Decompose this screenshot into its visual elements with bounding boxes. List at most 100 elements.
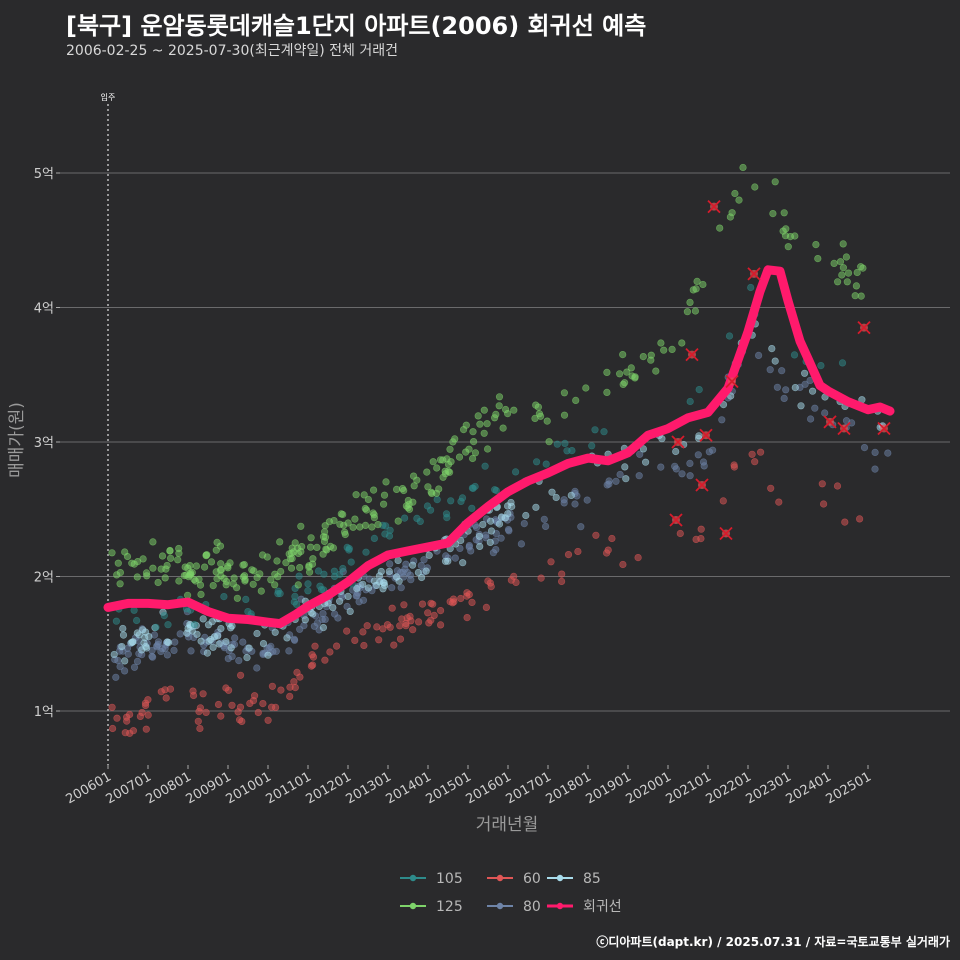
data-point-85 bbox=[532, 503, 540, 511]
data-point-85 bbox=[797, 402, 805, 410]
data-point-80 bbox=[456, 544, 464, 553]
data-point-60 bbox=[537, 574, 545, 582]
data-point-125 bbox=[212, 568, 220, 576]
data-point-80 bbox=[420, 556, 428, 564]
data-point-125 bbox=[535, 410, 544, 418]
x-tick-label: 202001 bbox=[624, 769, 674, 807]
data-point-125 bbox=[628, 372, 636, 380]
data-point-85 bbox=[422, 567, 430, 575]
data-point-125 bbox=[267, 576, 275, 584]
data-point-125 bbox=[433, 464, 441, 472]
flag-x-icon bbox=[699, 428, 713, 442]
data-point-60 bbox=[246, 699, 254, 708]
data-point-125 bbox=[510, 406, 518, 414]
data-point-125 bbox=[499, 424, 507, 432]
data-point-125 bbox=[330, 516, 338, 525]
data-point-85 bbox=[184, 624, 192, 633]
data-point-80 bbox=[163, 651, 171, 659]
data-point-105 bbox=[561, 439, 569, 448]
data-point-105 bbox=[686, 397, 694, 406]
data-point-125 bbox=[296, 563, 304, 572]
data-point-125 bbox=[657, 339, 665, 347]
data-point-105 bbox=[447, 497, 455, 505]
data-point-125 bbox=[259, 551, 267, 559]
flagged-point bbox=[857, 321, 871, 335]
data-point-125 bbox=[791, 232, 799, 240]
data-point-125 bbox=[619, 380, 627, 389]
data-point-80 bbox=[694, 451, 702, 459]
data-point-85 bbox=[364, 584, 373, 592]
data-point-60 bbox=[254, 708, 262, 717]
data-point-105 bbox=[320, 570, 328, 578]
data-point-60 bbox=[251, 692, 259, 700]
data-point-85 bbox=[567, 491, 575, 500]
x-tick-label: 200701 bbox=[104, 769, 154, 807]
data-point-85 bbox=[641, 458, 650, 466]
data-point-125 bbox=[441, 467, 449, 475]
data-point-60 bbox=[121, 729, 129, 737]
data-point-60 bbox=[311, 642, 319, 650]
data-point-60 bbox=[418, 600, 427, 608]
data-point-125 bbox=[691, 307, 700, 315]
data-point-125 bbox=[364, 495, 373, 504]
data-point-105 bbox=[468, 484, 477, 492]
data-point-80 bbox=[158, 645, 166, 653]
data-point-60 bbox=[214, 700, 223, 709]
data-point-125 bbox=[134, 557, 142, 566]
data-point-60 bbox=[286, 692, 294, 701]
data-point-125 bbox=[158, 552, 167, 560]
data-point-125 bbox=[116, 580, 124, 588]
data-point-80 bbox=[811, 404, 819, 412]
data-point-60 bbox=[379, 625, 387, 633]
data-point-125 bbox=[495, 393, 504, 401]
data-point-80 bbox=[678, 470, 686, 478]
data-point-125 bbox=[374, 520, 382, 529]
data-point-85 bbox=[271, 628, 279, 636]
data-point-85 bbox=[110, 650, 118, 659]
data-point-105 bbox=[295, 572, 303, 580]
data-point-125 bbox=[851, 292, 859, 300]
data-point-125 bbox=[409, 498, 417, 506]
data-point-60 bbox=[238, 717, 246, 726]
data-point-125 bbox=[455, 453, 464, 461]
data-point-80 bbox=[541, 522, 550, 531]
data-point-85 bbox=[621, 463, 629, 471]
data-point-125 bbox=[639, 353, 647, 361]
data-point-85 bbox=[409, 561, 417, 569]
data-point-85 bbox=[727, 392, 735, 400]
data-point-85 bbox=[507, 498, 515, 507]
data-point-60 bbox=[144, 711, 152, 719]
data-point-80 bbox=[635, 472, 643, 480]
data-point-85 bbox=[771, 357, 779, 365]
legend-dot bbox=[409, 874, 417, 882]
data-point-80 bbox=[386, 560, 394, 568]
data-point-125 bbox=[313, 543, 321, 552]
data-point-125 bbox=[668, 345, 676, 354]
data-point-85 bbox=[243, 653, 251, 662]
data-point-105 bbox=[347, 558, 355, 566]
data-point-85 bbox=[283, 634, 291, 642]
data-point-60 bbox=[592, 531, 600, 539]
data-point-125 bbox=[678, 339, 686, 347]
data-point-85 bbox=[639, 445, 648, 453]
data-point-85 bbox=[476, 542, 484, 551]
data-point-85 bbox=[486, 538, 494, 547]
data-point-80 bbox=[124, 650, 132, 658]
y-axis-title: 매매가(원) bbox=[7, 402, 27, 478]
data-point-80 bbox=[187, 647, 195, 655]
data-point-125 bbox=[287, 564, 296, 572]
data-point-125 bbox=[465, 445, 473, 453]
data-point-85 bbox=[479, 520, 487, 529]
data-point-125 bbox=[282, 559, 290, 567]
flag-x-icon bbox=[671, 435, 685, 449]
data-point-125 bbox=[780, 209, 788, 217]
data-point-80 bbox=[718, 416, 726, 424]
x-tick-label: 202301 bbox=[744, 769, 794, 807]
data-point-60 bbox=[142, 725, 150, 733]
data-point-105 bbox=[339, 564, 347, 573]
x-tick-label: 200901 bbox=[184, 769, 234, 807]
data-point-60 bbox=[113, 714, 121, 722]
flagged-point bbox=[671, 435, 685, 449]
data-point-60 bbox=[841, 518, 849, 526]
